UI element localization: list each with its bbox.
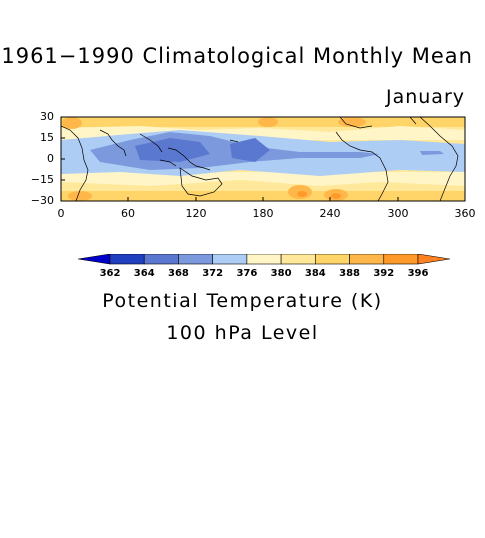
y-tick-label: 15 xyxy=(40,131,54,144)
colorbar-box xyxy=(280,254,316,265)
colorbar-arrow-high xyxy=(417,254,450,265)
x-tick-label: 180 xyxy=(252,207,274,220)
contour-field xyxy=(61,117,465,201)
variable-label: Potential Temperature (K) xyxy=(102,290,383,312)
figure-title: 1961−1990 Climatological Monthly Mean xyxy=(1,44,473,68)
colorbar-box xyxy=(383,254,419,265)
colorbar-level-label: 368 xyxy=(168,268,189,279)
y-tick-label: 30 xyxy=(40,110,54,123)
colorbar xyxy=(78,254,450,265)
y-tick-label: 0 xyxy=(47,152,54,165)
colorbar-level-label: 364 xyxy=(133,268,155,279)
x-tick-label: 120 xyxy=(185,207,207,220)
colorbar-level-label: 380 xyxy=(270,268,292,279)
colorbar-box xyxy=(349,254,385,265)
x-tick-label: 0 xyxy=(57,207,65,220)
x-tick-label: 240 xyxy=(319,207,341,220)
x-tick-label: 360 xyxy=(454,207,476,220)
x-tick-label: 60 xyxy=(121,207,135,220)
colorbar-box xyxy=(109,254,145,265)
month-label: January xyxy=(385,86,465,108)
coastlines xyxy=(61,117,459,201)
colorbar-level-label: 372 xyxy=(202,268,224,279)
colorbar-level-label: 376 xyxy=(236,268,258,279)
map-plot xyxy=(60,116,466,202)
colorbar-level-label: 362 xyxy=(99,268,121,279)
colorbar-box xyxy=(143,254,179,265)
colorbar-level-label: 396 xyxy=(407,268,429,279)
colorbar-level-label: 392 xyxy=(373,268,395,279)
colorbar-level-label: 384 xyxy=(304,268,326,279)
level-label: 100 hPa Level xyxy=(166,322,319,344)
x-tick-label: 300 xyxy=(387,207,409,220)
y-tick-label: −15 xyxy=(30,173,54,186)
colorbar-box xyxy=(212,254,248,265)
colorbar-box xyxy=(178,254,213,265)
colorbar-box xyxy=(315,254,350,265)
colorbar-level-label: 388 xyxy=(339,268,360,279)
colorbar-box xyxy=(246,254,282,265)
colorbar-arrow-low xyxy=(78,254,111,265)
y-tick-label: −30 xyxy=(30,194,54,207)
